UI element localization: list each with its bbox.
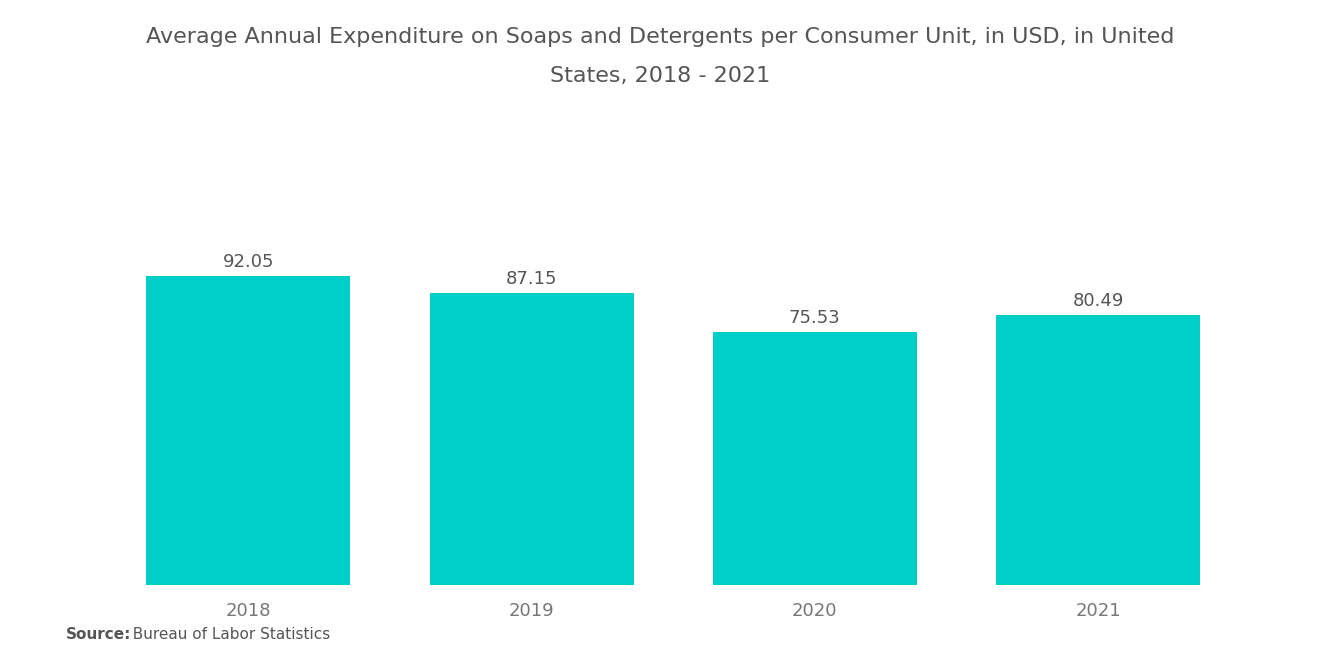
Text: Bureau of Labor Statistics: Bureau of Labor Statistics bbox=[123, 626, 330, 642]
Text: Average Annual Expenditure on Soaps and Detergents per Consumer Unit, in USD, in: Average Annual Expenditure on Soaps and … bbox=[145, 27, 1175, 47]
Bar bbox=[997, 315, 1200, 585]
Text: 92.05: 92.05 bbox=[223, 253, 275, 271]
Bar bbox=[147, 277, 350, 585]
Bar bbox=[713, 332, 917, 585]
Bar bbox=[429, 293, 634, 585]
Text: 80.49: 80.49 bbox=[1072, 292, 1123, 310]
Text: States, 2018 - 2021: States, 2018 - 2021 bbox=[550, 66, 770, 86]
Text: Source:: Source: bbox=[66, 626, 132, 642]
Text: 75.53: 75.53 bbox=[789, 309, 841, 327]
Text: 87.15: 87.15 bbox=[506, 270, 557, 288]
